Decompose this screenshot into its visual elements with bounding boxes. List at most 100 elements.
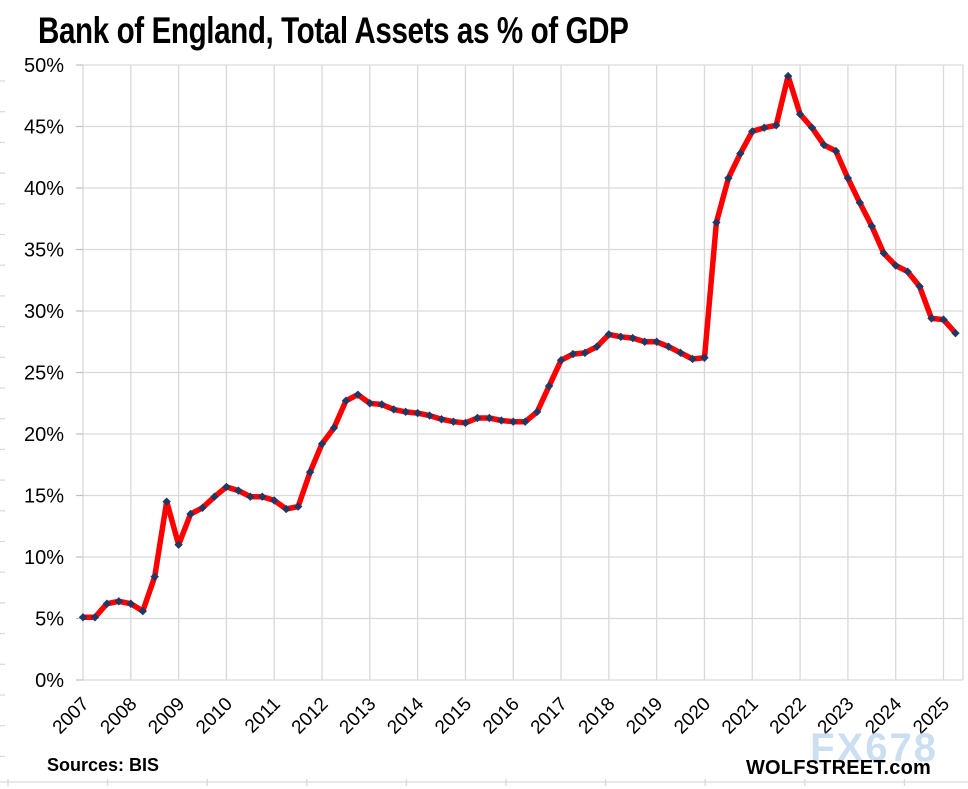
data-point-marker bbox=[521, 417, 530, 426]
data-point-marker bbox=[509, 417, 518, 426]
data-point-marker bbox=[783, 71, 793, 81]
data-point-marker bbox=[628, 333, 637, 343]
x-tick-label: 2012 bbox=[288, 694, 333, 739]
data-point-marker bbox=[401, 407, 410, 417]
x-tick-label: 2018 bbox=[575, 694, 620, 739]
data-point-marker bbox=[246, 492, 255, 501]
x-tick-label: 2011 bbox=[241, 694, 285, 738]
x-tick-label: 2010 bbox=[192, 694, 237, 739]
y-tick-label: 15% bbox=[24, 486, 64, 508]
x-tick-label: 2007 bbox=[49, 694, 94, 739]
data-point-marker bbox=[700, 353, 709, 362]
data-point-marker bbox=[174, 540, 183, 549]
y-tick-label: 30% bbox=[24, 301, 64, 323]
data-point-marker bbox=[939, 315, 948, 324]
y-tick-label: 0% bbox=[35, 670, 64, 692]
data-point-marker bbox=[568, 349, 578, 359]
data-point-marker bbox=[461, 418, 470, 428]
x-tick-label: 2019 bbox=[622, 694, 667, 739]
x-tick-label: 2016 bbox=[479, 694, 524, 739]
data-point-marker bbox=[676, 348, 685, 358]
data-point-marker bbox=[449, 417, 458, 426]
data-point-marker bbox=[317, 439, 327, 449]
data-point-marker bbox=[927, 314, 936, 323]
gridlines bbox=[76, 64, 964, 681]
data-point-marker bbox=[150, 572, 159, 581]
data-point-marker bbox=[867, 221, 876, 231]
y-tick-label: 5% bbox=[35, 609, 64, 631]
data-point-marker bbox=[353, 390, 363, 399]
data-point-marker bbox=[604, 330, 614, 339]
data-point-marker bbox=[819, 140, 829, 150]
data-point-marker bbox=[234, 486, 243, 495]
data-point-marker bbox=[855, 198, 865, 207]
data-point-marker bbox=[748, 127, 757, 136]
data-point-marker bbox=[341, 396, 351, 405]
data-point-marker bbox=[305, 467, 315, 477]
data-point-marker bbox=[592, 342, 602, 351]
data-point-marker bbox=[736, 149, 745, 158]
data-point-marker bbox=[652, 337, 661, 346]
wolfstreet-brand: WOLFSTREET.com bbox=[745, 757, 931, 779]
data-point-marker bbox=[114, 597, 124, 606]
data-point-marker bbox=[437, 415, 446, 424]
y-tick-label: 45% bbox=[24, 117, 64, 139]
data-point-marker bbox=[664, 342, 673, 351]
sources-label: Sources: BIS bbox=[47, 755, 160, 775]
data-point-marker bbox=[688, 354, 697, 364]
data-point-marker bbox=[413, 408, 422, 418]
data-point-marker bbox=[78, 613, 88, 622]
data-point-marker bbox=[198, 503, 207, 512]
data-point-marker bbox=[270, 496, 279, 505]
data-point-marker bbox=[843, 173, 853, 183]
data-point-marker bbox=[760, 123, 769, 132]
data-point-marker bbox=[138, 606, 147, 616]
data-point-marker bbox=[807, 123, 817, 132]
y-tick-label: 10% bbox=[24, 547, 64, 569]
data-point-marker bbox=[210, 492, 219, 501]
data-point-marker bbox=[258, 492, 267, 501]
y-tick-label: 50% bbox=[24, 55, 64, 77]
data-point-marker bbox=[891, 261, 900, 270]
x-tick-label: 2021 bbox=[718, 694, 763, 739]
data-point-marker bbox=[329, 423, 339, 433]
x-tick-label: 2015 bbox=[431, 694, 476, 739]
data-point-marker bbox=[425, 411, 434, 420]
y-tick-label: 40% bbox=[24, 178, 64, 200]
data-point-marker bbox=[186, 509, 195, 519]
sheet-edge-marks bbox=[0, 80, 968, 786]
data-point-marker bbox=[724, 173, 733, 183]
data-point-marker bbox=[473, 413, 482, 423]
chart-title: Bank of England, Total Assets as % of GD… bbox=[38, 10, 629, 51]
data-point-marker bbox=[616, 332, 626, 342]
data-point-marker bbox=[222, 482, 231, 492]
y-axis-labels: 0% 5% 10% 15% 20% 25% 30% 35% 40% 45% 50% bbox=[24, 55, 64, 692]
x-tick-label: 2008 bbox=[97, 694, 142, 739]
data-point-marker bbox=[795, 110, 805, 119]
x-tick-label: 2009 bbox=[144, 694, 189, 739]
y-tick-label: 20% bbox=[24, 424, 64, 446]
data-point-marker bbox=[497, 416, 506, 425]
y-tick-label: 25% bbox=[24, 363, 64, 385]
data-point-marker bbox=[712, 218, 721, 227]
data-point-marker bbox=[365, 399, 375, 408]
data-point-marker bbox=[640, 337, 649, 346]
data-point-marker bbox=[580, 348, 590, 358]
x-tick-label: 2022 bbox=[766, 694, 811, 739]
data-point-marker bbox=[162, 497, 171, 506]
data-point-marker bbox=[90, 613, 100, 622]
fx678-watermark: FX678 bbox=[810, 726, 938, 770]
series-markers bbox=[78, 71, 960, 622]
data-point-marker bbox=[831, 146, 841, 156]
data-point-marker bbox=[879, 248, 888, 258]
x-tick-label: 2017 bbox=[527, 694, 572, 739]
data-point-marker bbox=[903, 267, 912, 276]
y-tick-label: 35% bbox=[24, 240, 64, 262]
data-point-marker bbox=[532, 407, 542, 417]
data-point-marker bbox=[377, 400, 386, 409]
data-point-marker bbox=[389, 405, 398, 414]
x-tick-label: 2013 bbox=[336, 694, 381, 739]
data-point-marker bbox=[485, 413, 494, 423]
data-point-marker bbox=[544, 381, 554, 391]
